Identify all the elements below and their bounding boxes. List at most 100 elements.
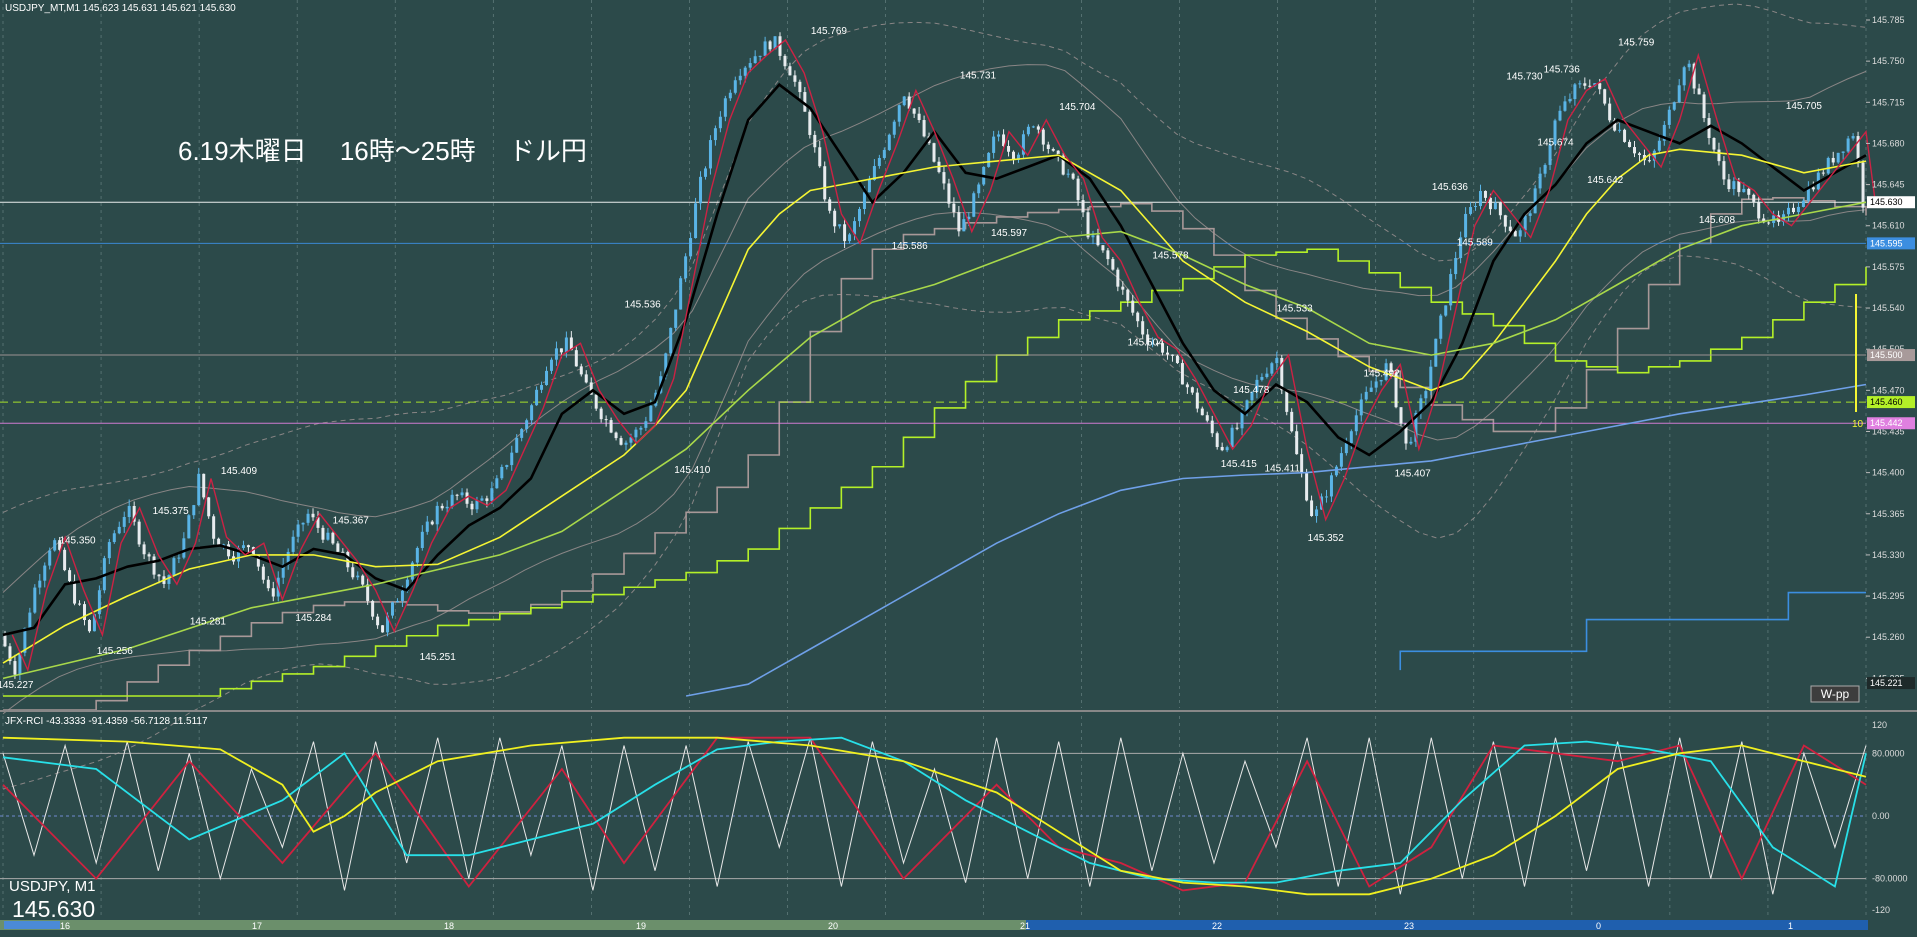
main-header: USDJPY_MT,M1 145.623 145.631 145.621 145…	[5, 3, 236, 14]
candle-body	[987, 152, 991, 167]
candle-body	[530, 405, 534, 421]
candle-body	[1608, 103, 1612, 121]
candle-body	[38, 580, 42, 588]
candle-body	[1156, 343, 1160, 345]
candle-body	[197, 473, 201, 506]
candle-body	[1821, 172, 1825, 174]
time-axis-scroll-thumb	[4, 921, 60, 929]
high-low-label: 145.769	[811, 26, 848, 37]
candle-body	[554, 348, 558, 360]
high-low-label: 145.409	[221, 466, 258, 477]
price-labels: 145.227 145.350 145.256 145.375 145.281 145.4…	[0, 26, 1822, 691]
candle-body	[624, 442, 628, 445]
candle-body	[1826, 157, 1830, 174]
candle-body	[147, 554, 151, 557]
candle-body	[907, 96, 911, 109]
candle-body	[107, 542, 111, 559]
candle-body	[281, 564, 285, 578]
candle-body	[1166, 352, 1170, 355]
candle-body	[410, 562, 414, 580]
candle-body	[1752, 194, 1756, 202]
candle-body	[535, 389, 539, 406]
rci-line	[2, 736, 1867, 892]
candle-body	[1732, 181, 1736, 190]
candle-body	[63, 549, 67, 571]
wma-line	[11, 38, 1876, 673]
candle-body	[917, 113, 921, 121]
high-low-label: 145.478	[1233, 385, 1270, 396]
time-tick-label: 20	[828, 921, 838, 931]
candle-body	[212, 516, 216, 539]
candle-body	[853, 221, 857, 235]
candle-body	[23, 627, 27, 653]
high-low-label: 145.375	[153, 506, 190, 517]
candle-body	[857, 209, 861, 222]
candle-body	[599, 408, 603, 420]
candle-body	[848, 234, 852, 242]
rci-tick-label: 0.00	[1872, 811, 1890, 821]
candle-body	[728, 92, 732, 99]
candle-body	[271, 588, 275, 597]
candle-body	[1354, 415, 1358, 432]
high-low-label: 145.251	[420, 652, 457, 663]
candle-body	[788, 66, 792, 76]
candle-body	[897, 105, 901, 122]
candle-body	[877, 157, 881, 167]
candle-body	[1483, 190, 1487, 198]
candle-body	[1856, 136, 1860, 163]
candle-body	[1657, 140, 1661, 151]
candle-body	[1121, 286, 1125, 290]
candle-body	[1444, 305, 1448, 316]
candle-body	[1389, 363, 1393, 373]
candle-body	[296, 524, 300, 537]
time-tick-label: 17	[252, 921, 262, 931]
candle-body	[589, 382, 593, 395]
candle-body	[1136, 312, 1140, 322]
candle-body	[1737, 181, 1741, 193]
candle-body	[559, 348, 563, 353]
candle-body	[246, 545, 250, 548]
candle-body	[207, 497, 211, 517]
candle-body	[361, 575, 365, 585]
wpp-button[interactable]: W-pp	[1810, 685, 1860, 703]
candle-body	[619, 438, 623, 445]
candle-body	[525, 420, 529, 430]
candle-body	[808, 111, 812, 135]
candle-body	[485, 498, 489, 501]
high-low-label: 145.705	[1786, 101, 1823, 112]
candle-body	[549, 359, 553, 371]
candle-body	[609, 420, 613, 433]
candle-body	[738, 75, 742, 81]
candle-body	[684, 256, 688, 279]
candle-body	[400, 590, 404, 601]
candle-body	[1295, 431, 1299, 455]
candle-body	[386, 615, 390, 633]
candle-body	[1170, 354, 1174, 356]
candle-body	[425, 521, 429, 532]
candle-body	[867, 179, 871, 193]
candle-body	[783, 55, 787, 67]
candle-body	[1364, 391, 1368, 400]
candle-body	[1096, 235, 1100, 246]
candle-body	[236, 548, 240, 562]
candle-body	[699, 176, 703, 204]
candle-body	[1106, 250, 1110, 260]
candle-body	[1076, 178, 1080, 201]
candle-body	[1111, 259, 1115, 270]
candle-body	[1369, 387, 1373, 392]
candle-body	[490, 488, 494, 501]
candle-body	[1662, 124, 1666, 141]
candle-body	[1543, 164, 1547, 174]
candle-body	[823, 166, 827, 200]
candle-body	[1672, 102, 1676, 110]
candle-body	[1071, 173, 1075, 179]
candle-body	[1141, 321, 1145, 335]
candle-body	[1712, 137, 1716, 150]
high-low-label: 145.536	[625, 300, 662, 311]
candle-body	[460, 492, 464, 496]
price-tag-label: 145.500	[1870, 350, 1903, 360]
ma-line	[2, 201, 1867, 680]
candle-body	[306, 513, 310, 523]
candle-body	[1493, 202, 1497, 210]
